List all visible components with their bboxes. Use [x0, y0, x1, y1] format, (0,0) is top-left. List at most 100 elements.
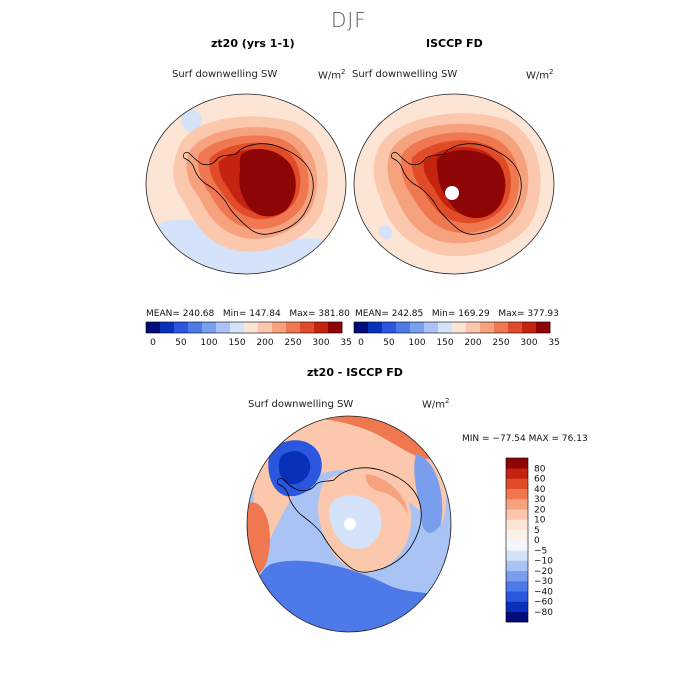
colorbar-1-swatch-4	[202, 322, 217, 333]
map-panel-1	[145, 93, 347, 275]
diff-panel-variable: Surf downwelling SW	[248, 399, 354, 410]
map1-low-sw-patch	[181, 109, 203, 132]
colorbar-2-swatch-5	[424, 322, 439, 333]
diff-colorbar-tick-label: −30	[534, 577, 553, 587]
diff-coastline	[277, 467, 422, 573]
diff-negative-northwest-core	[278, 450, 311, 485]
panel-1-units-base: W/m	[318, 70, 341, 82]
diff-colorbar-swatch-4	[506, 570, 528, 582]
diff-antarctica-positive-core	[365, 474, 408, 514]
diff-colorbar-swatch-9	[506, 519, 528, 531]
colorbar-2-tick-label: 250	[492, 338, 509, 348]
diff-colorbar-swatch-13	[506, 478, 528, 490]
colorbar-1-tick-label: 350	[340, 338, 352, 348]
diff-colorbar-swatch-14	[506, 468, 528, 479]
panel-2-mean: 242.85	[391, 309, 424, 319]
diff-colorbar-tick-label: 80	[534, 464, 546, 474]
panel-2-mean-label: MEAN=	[355, 309, 389, 319]
colorbar-1-frame	[145, 321, 343, 334]
colorbar-1-swatch-6	[230, 322, 245, 333]
colorbar-1-swatch-2	[174, 322, 189, 333]
colorbar-1-tick-label: 200	[256, 338, 273, 348]
map1-max-core	[239, 149, 296, 217]
panel-2-units-base: W/m	[526, 70, 549, 82]
colorbar-1-swatch-12	[314, 322, 329, 333]
panel-2-title: ISCCP FD	[426, 37, 483, 50]
colorbar-1-swatch-3	[188, 322, 203, 333]
diff-colorbar-tick-label: −40	[534, 587, 553, 597]
panel-2-min: 169.29	[458, 309, 490, 319]
colorbar-1-tick-label: 250	[284, 338, 301, 348]
panel-2-stats: MEAN= 242.85 Min= 169.29 Max= 377.93	[355, 309, 559, 319]
diff-colorbar-tick-label: −20	[534, 567, 553, 577]
colorbar-1-swatch-10	[286, 322, 301, 333]
panel-1-units: W/m2	[318, 68, 345, 81]
colorbar-2-swatch-3	[396, 322, 411, 333]
colorbar-2-tick-label: 200	[464, 338, 481, 348]
diff-panel-units-base: W/m	[422, 399, 445, 411]
colorbar-2-swatch-8	[466, 322, 481, 333]
diff-colorbar-swatch-1	[506, 601, 528, 613]
map2-coastline	[391, 143, 522, 235]
colorbar-2-swatch-2	[382, 322, 397, 333]
panel-1-mean: 240.68	[182, 309, 215, 319]
panel-2-units-exp: 2	[549, 68, 554, 76]
panel-1-stats: MEAN= 240.68 Min= 147.84 Max= 381.80	[146, 309, 350, 319]
season-title: DJF	[331, 8, 367, 32]
diff-colorbar-tick-label: 60	[534, 475, 546, 485]
map2-low-sw-patch	[378, 225, 393, 240]
diff-colorbar-tick-label: −10	[534, 557, 553, 567]
colorbar-2-swatch-10	[494, 322, 509, 333]
colorbar-2-swatch-4	[410, 322, 425, 333]
diff-colorbar-swatch-10	[506, 509, 528, 520]
panel-2-min-label: Min=	[431, 309, 456, 319]
panel-1-units-exp: 2	[341, 68, 346, 76]
colorbar-1-tick-label: 100	[200, 338, 217, 348]
map2-missing-pole	[445, 186, 459, 200]
colorbar-2-swatch-9	[480, 322, 495, 333]
diff-panel-units: W/m2	[422, 397, 449, 410]
panel-2-variable: Surf downwelling SW	[352, 69, 458, 80]
diff-colorbar-swatch-3	[506, 581, 528, 592]
colorbar-1-swatch-5	[216, 322, 231, 333]
panel-1-max-label: Max=	[289, 309, 316, 319]
colorbar-1-tick-label: 50	[175, 338, 187, 348]
diff-panel-stats: MIN = −77.54 MAX = 76.13	[462, 434, 588, 444]
panel-1-title: zt20 (yrs 1-1)	[211, 37, 295, 50]
colorbar-1-tick-label: 150	[228, 338, 245, 348]
colorbar-1-swatch-11	[300, 322, 315, 333]
panel-2-max-label: Max=	[498, 309, 525, 319]
diff-colorbar-tick-label: 40	[534, 485, 546, 495]
map-panel-2	[353, 93, 555, 275]
colorbar-2-swatch-11	[508, 322, 523, 333]
diff-colorbar-tick-label: −80	[534, 608, 553, 618]
colorbar-2-swatch-12	[522, 322, 537, 333]
diff-colorbar-swatch-0	[506, 611, 528, 623]
panel-1-min-label: Min=	[222, 309, 247, 319]
panel-1-variable: Surf downwelling SW	[172, 69, 278, 80]
diff-colorbar-frame	[505, 457, 529, 623]
colorbar-1-swatch-1	[160, 322, 175, 333]
map-difference	[246, 415, 452, 633]
diff-panel-units-exp: 2	[445, 397, 450, 405]
colorbar-2-tick-label: 50	[383, 338, 395, 348]
colorbar-2-swatch-0	[354, 322, 369, 333]
diff-colorbar-tick-label: 5	[534, 526, 540, 536]
colorbar-panel-2: 0 50 100 150 200 250 300 350	[353, 321, 560, 348]
colorbar-2-tick-label: 350	[548, 338, 560, 348]
map2-max-core	[436, 150, 506, 219]
diff-colorbar-tick-label: 0	[534, 536, 540, 546]
panel-1-min: 147.84	[249, 309, 281, 319]
colorbar-panel-1: 0 50 100 150 200 250 300 350	[145, 321, 352, 348]
diff-colorbar-tick-label: 20	[534, 505, 546, 515]
panel-1-max: 381.80	[318, 309, 350, 319]
colorbar-2-swatch-13	[536, 322, 551, 333]
colorbar-2-frame	[353, 321, 551, 334]
colorbar-1-swatch-8	[258, 322, 273, 333]
colorbar-1-swatch-7	[244, 322, 259, 333]
colorbar-2-tick-label: 300	[520, 338, 537, 348]
colorbar-1-swatch-9	[272, 322, 287, 333]
colorbar-2-swatch-1	[368, 322, 383, 333]
colorbar-1-swatch-0	[146, 322, 161, 333]
